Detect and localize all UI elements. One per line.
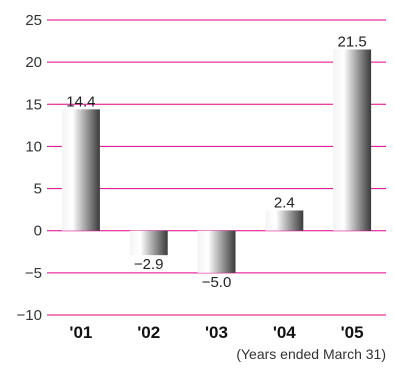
bar	[129, 230, 168, 256]
bar	[197, 230, 236, 273]
x-tick-label: '05	[341, 323, 364, 342]
data-label: −5.0	[202, 274, 232, 291]
data-label: 21.5	[337, 34, 366, 51]
x-tick-label: '03	[205, 323, 228, 342]
data-label: 14.4	[66, 93, 95, 110]
y-tick-label: −5	[25, 265, 42, 282]
bar	[61, 109, 100, 231]
bar	[333, 49, 372, 231]
data-label: 2.4	[274, 194, 295, 211]
y-tick-label: 5	[34, 181, 42, 198]
y-tick-label: 25	[25, 12, 42, 29]
y-tick-label: −10	[17, 307, 42, 324]
x-tick-label: '04	[273, 323, 296, 342]
y-tick-label: 0	[34, 223, 42, 240]
x-tick-label: '01	[69, 323, 92, 342]
y-tick-label: 15	[25, 96, 42, 113]
chart-note: (Years ended March 31)	[236, 346, 386, 362]
bar	[265, 210, 304, 231]
x-tick-label: '02	[137, 323, 160, 342]
y-tick-label: 10	[25, 138, 42, 155]
y-tick-label: 20	[25, 54, 42, 71]
data-label: −2.9	[134, 256, 164, 273]
